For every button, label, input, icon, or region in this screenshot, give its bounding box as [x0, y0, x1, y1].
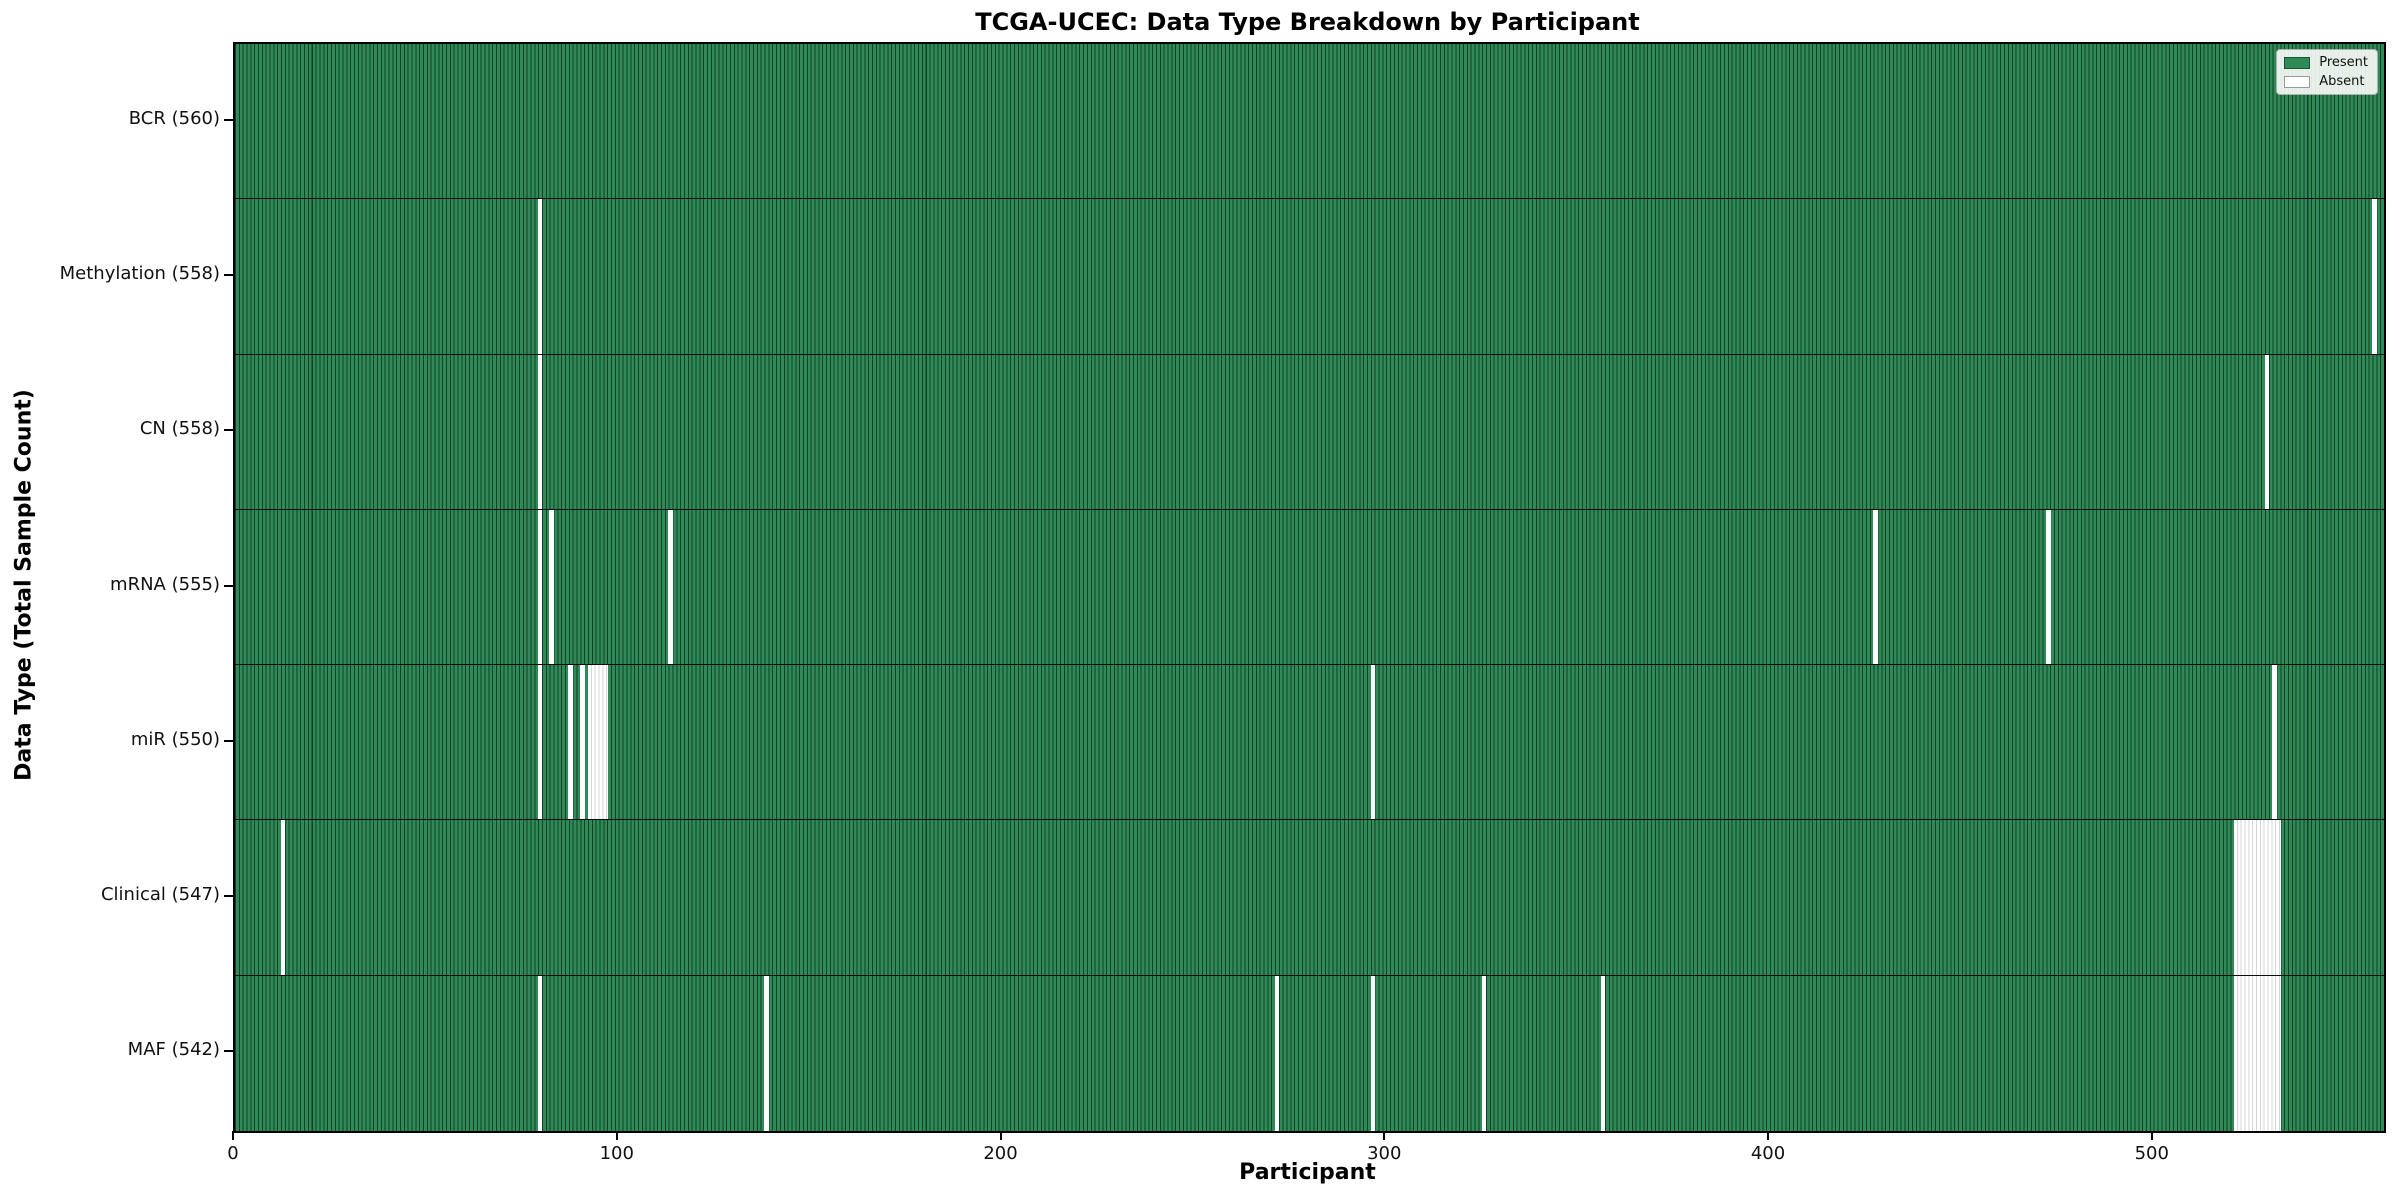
- legend-swatch-absent-icon: [2284, 75, 2311, 88]
- xtick-mark-400: [1767, 1131, 1769, 1140]
- xtick-mark-100: [615, 1131, 618, 1140]
- xtick-label-100: 100: [599, 1143, 634, 1164]
- absent-gap-maf-79: [537, 975, 543, 1131]
- ytick-mark-maf: [224, 1050, 233, 1053]
- absent-gap-cn-79: [537, 354, 543, 509]
- xtick-mark-300: [1383, 1131, 1386, 1140]
- ytick-mark-methylation: [224, 273, 233, 276]
- absent-gap-maf-356: [1600, 975, 1606, 1131]
- row-band-bcr: [235, 44, 2384, 200]
- ytick-mark-cn: [224, 429, 233, 432]
- absent-gap-mir-90: [579, 665, 585, 820]
- xtick-label-400: 400: [1750, 1143, 1786, 1164]
- absent-gap-mrna-113: [668, 509, 673, 665]
- legend-label-present: Present: [2319, 55, 2368, 70]
- absent-gap-mrna-82: [549, 509, 554, 665]
- row-band-maf: [235, 975, 2384, 1131]
- absent-gap-mrna-427: [1873, 509, 1878, 665]
- legend-entry-absent: Absent: [2284, 74, 2368, 89]
- ytick-label-clinical: Clinical (547): [100, 884, 220, 906]
- absent-gap-mir-531: [2272, 665, 2277, 820]
- absent-gap-maf-138: [764, 975, 769, 1131]
- chart-title: TCGA-UCEC: Data Type Breakdown by Partic…: [975, 8, 1640, 36]
- absent-gap-mir-87: [568, 665, 574, 820]
- absent-gap-clinical-521: [2233, 820, 2281, 975]
- row-band-methylation: [235, 199, 2384, 355]
- absent-gap-mir-92: [587, 665, 608, 820]
- plot-area: Present Absent: [233, 42, 2386, 1133]
- absent-gap-clinical-12: [280, 820, 286, 975]
- legend-label-absent: Absent: [2319, 74, 2365, 89]
- absent-gap-mrna-79: [537, 509, 543, 665]
- ytick-label-mir: miR (550): [130, 728, 220, 750]
- absent-gap-cn-529: [2264, 354, 2270, 509]
- xtick-mark-0: [232, 1131, 234, 1140]
- absent-gap-mir-296: [1370, 665, 1376, 820]
- row-band-mrna: [235, 509, 2384, 666]
- absent-gap-maf-521: [2233, 975, 2281, 1131]
- ytick-mark-clinical: [224, 895, 233, 898]
- absent-gap-mir-79: [537, 665, 543, 820]
- row-band-mir: [235, 665, 2384, 821]
- legend-entry-present: Present: [2284, 55, 2368, 70]
- xtick-label-300: 300: [1367, 1143, 1402, 1164]
- xtick-mark-500: [2150, 1131, 2153, 1140]
- ytick-label-methylation: Methylation (558): [59, 262, 220, 284]
- xtick-label-500: 500: [2134, 1143, 2169, 1164]
- ytick-label-maf: MAF (542): [127, 1039, 220, 1061]
- ytick-mark-mrna: [224, 584, 233, 587]
- ytick-mark-mir: [224, 739, 233, 742]
- ytick-label-cn: CN (558): [139, 418, 220, 440]
- absent-gap-methylation-79: [537, 199, 543, 354]
- xtick-label-200: 200: [983, 1143, 1018, 1164]
- absent-gap-methylation-557: [2372, 199, 2377, 354]
- absent-gap-maf-325: [1481, 975, 1487, 1131]
- legend-swatch-present-icon: [2284, 56, 2311, 69]
- row-band-cn: [235, 354, 2384, 510]
- ytick-label-mrna: mRNA (555): [110, 573, 220, 595]
- ytick-label-bcr: BCR (560): [128, 107, 220, 129]
- absent-gap-maf-271: [1274, 975, 1280, 1131]
- x-axis-label: Participant: [1239, 1160, 1376, 1185]
- ytick-mark-bcr: [224, 118, 233, 121]
- xtick-mark-200: [999, 1131, 1002, 1140]
- absent-gap-mrna-472: [2045, 509, 2051, 665]
- absent-gap-maf-296: [1370, 975, 1376, 1131]
- legend: Present Absent: [2276, 49, 2378, 95]
- row-band-clinical: [235, 820, 2384, 976]
- xtick-label-0: 0: [227, 1143, 239, 1164]
